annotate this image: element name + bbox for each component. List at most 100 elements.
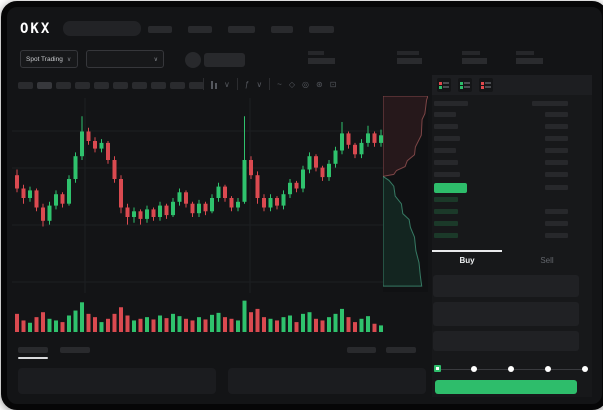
search-input[interactable] bbox=[63, 21, 141, 36]
indicators-icon[interactable]: ƒ bbox=[244, 79, 250, 89]
book-bids-view[interactable] bbox=[458, 78, 472, 92]
nav-item-placeholder[interactable] bbox=[188, 26, 212, 33]
timeframe-chip[interactable] bbox=[170, 82, 185, 89]
timeframe-chip[interactable] bbox=[56, 82, 71, 89]
slider-step-dot[interactable] bbox=[508, 366, 514, 372]
candle-body bbox=[177, 192, 182, 202]
settings-gear-icon[interactable]: ⊛ bbox=[315, 79, 323, 89]
orderbook-ask-row[interactable] bbox=[432, 124, 592, 129]
orderbook-ask-row[interactable] bbox=[432, 160, 592, 165]
orderbook-ask-row[interactable] bbox=[432, 136, 592, 141]
candle-body bbox=[242, 160, 247, 202]
nav-item-placeholder[interactable] bbox=[271, 26, 293, 33]
volume-bar bbox=[41, 312, 45, 332]
orderbook-bid-row[interactable] bbox=[432, 233, 592, 238]
candle-body bbox=[301, 169, 305, 189]
orderbook-bid-row[interactable] bbox=[432, 221, 592, 226]
volume-bar bbox=[93, 317, 97, 332]
volume-bar bbox=[54, 320, 58, 332]
pair-info-placeholder[interactable] bbox=[204, 53, 245, 67]
price-placeholder bbox=[434, 124, 458, 129]
slider-handle[interactable] bbox=[434, 365, 441, 372]
orderbook-ask-row[interactable] bbox=[432, 148, 592, 153]
timeframe-chip[interactable] bbox=[189, 82, 204, 89]
pair-selector[interactable]: ∨ bbox=[86, 50, 164, 68]
price-placeholder bbox=[434, 112, 456, 117]
bottom-tab-active-placeholder[interactable] bbox=[18, 347, 48, 353]
camera-icon[interactable]: ◎ bbox=[302, 79, 309, 89]
orderbook-bid-row[interactable] bbox=[432, 197, 592, 202]
candle-body bbox=[34, 190, 39, 208]
bottom-right-placeholder[interactable] bbox=[386, 347, 416, 353]
chart-toolbar-icons: ∨ ƒ ∨ ~ ◇ ◎ ⊛ ⊡ bbox=[203, 78, 336, 90]
coin-icon bbox=[185, 52, 201, 68]
slider-step-dot[interactable] bbox=[582, 366, 588, 372]
timeframe-chip[interactable] bbox=[37, 82, 52, 89]
candle-body bbox=[288, 182, 292, 195]
wave-icon[interactable]: ~ bbox=[277, 79, 282, 89]
tab-buy[interactable]: Buy bbox=[432, 250, 502, 268]
tab-sell[interactable]: Sell bbox=[540, 255, 554, 265]
candle-body bbox=[359, 142, 364, 155]
total-input[interactable] bbox=[433, 331, 579, 351]
book-combined-view[interactable] bbox=[437, 78, 451, 92]
active-tab-underline bbox=[18, 357, 48, 359]
candle-body bbox=[346, 133, 351, 145]
bottom-panel-right bbox=[228, 368, 426, 394]
timeframe-selector bbox=[18, 82, 204, 89]
book-asks-view[interactable] bbox=[479, 78, 493, 92]
slider-step-dot[interactable] bbox=[471, 366, 477, 372]
volume-bar bbox=[28, 322, 32, 332]
price-input[interactable] bbox=[433, 275, 579, 297]
divider bbox=[236, 78, 238, 90]
slider-step-dot[interactable] bbox=[545, 366, 551, 372]
okx-logo[interactable]: OKX bbox=[20, 21, 52, 37]
amount-placeholder bbox=[545, 221, 568, 226]
candle-body bbox=[281, 194, 286, 206]
toggle-row bbox=[439, 85, 449, 89]
buy-submit-button[interactable] bbox=[435, 380, 577, 394]
candle-type-icon[interactable] bbox=[211, 80, 217, 89]
timeframe-chip[interactable] bbox=[94, 82, 109, 89]
timeframe-chip[interactable] bbox=[75, 82, 90, 89]
candle-body bbox=[73, 156, 78, 179]
bottom-tab-placeholder[interactable] bbox=[60, 347, 90, 353]
volume-bar bbox=[34, 317, 39, 332]
volume-bar bbox=[99, 322, 104, 332]
orderbook-ask-row[interactable] bbox=[432, 172, 592, 177]
nav-item-placeholder[interactable] bbox=[228, 26, 255, 33]
candle-body bbox=[333, 150, 338, 164]
orderbook-ask-row[interactable] bbox=[432, 112, 592, 117]
chevron-down-icon[interactable]: ∨ bbox=[224, 79, 230, 89]
candlestick-chart[interactable] bbox=[12, 98, 384, 293]
market-type-selector[interactable]: Spot Trading ∨ bbox=[20, 50, 78, 68]
draw-icon[interactable]: ◇ bbox=[288, 79, 295, 89]
line bbox=[464, 86, 470, 88]
color-square bbox=[460, 85, 463, 89]
price-placeholder bbox=[434, 148, 456, 153]
timeframe-chip[interactable] bbox=[113, 82, 128, 89]
volume-bar bbox=[21, 320, 26, 332]
orderbook-bid-row[interactable] bbox=[432, 209, 592, 214]
volume-bar bbox=[327, 317, 331, 332]
nav-item-placeholder[interactable] bbox=[309, 26, 334, 33]
timeframe-chip[interactable] bbox=[151, 82, 166, 89]
timeframe-chip[interactable] bbox=[132, 82, 147, 89]
volume-bar bbox=[216, 312, 221, 332]
candle-body bbox=[106, 142, 110, 160]
volume-bar bbox=[138, 318, 143, 332]
nav-item-placeholder[interactable] bbox=[148, 26, 172, 33]
volume-bar bbox=[164, 318, 169, 332]
volume-bar bbox=[60, 322, 65, 332]
timeframe-chip[interactable] bbox=[18, 82, 33, 89]
volume-bar bbox=[255, 308, 260, 332]
chevron-down-icon[interactable]: ∨ bbox=[256, 79, 263, 89]
ticker-stat bbox=[516, 51, 543, 64]
last-price-bar[interactable] bbox=[434, 183, 467, 193]
candle-body bbox=[184, 192, 188, 204]
candle-body bbox=[15, 175, 19, 189]
fullscreen-icon[interactable]: ⊡ bbox=[329, 79, 337, 89]
amount-input[interactable] bbox=[433, 302, 579, 326]
bottom-right-placeholder[interactable] bbox=[347, 347, 376, 353]
orderbook-header-row bbox=[432, 101, 592, 106]
